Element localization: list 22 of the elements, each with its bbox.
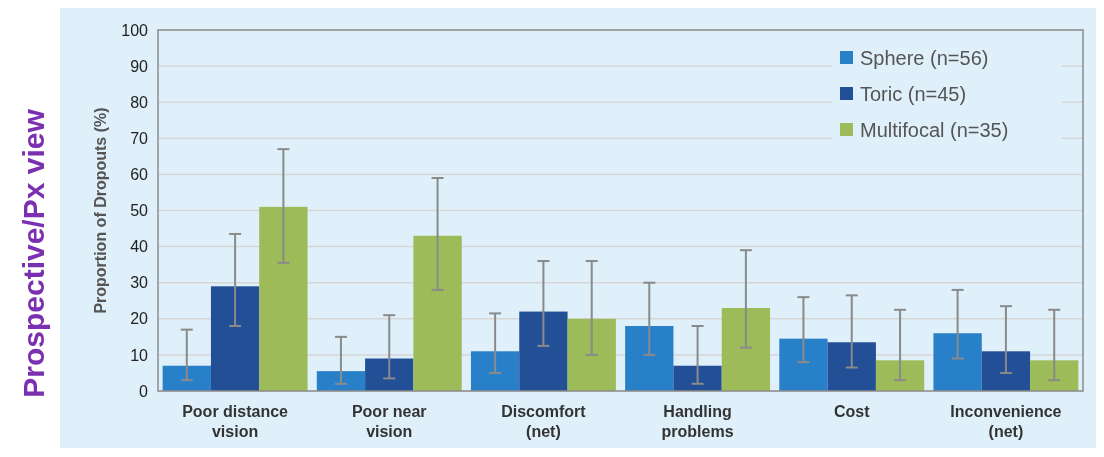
y-axis-title: Proportion of Dropouts (%) <box>92 107 109 314</box>
legend-label: Sphere (n=56) <box>860 47 989 69</box>
y-tick-label: 90 <box>130 57 149 75</box>
y-tick-label: 70 <box>130 129 149 147</box>
x-tick-label: Handling problems <box>661 403 734 440</box>
x-tick-label: Discomfort (net) <box>501 403 587 440</box>
y-tick-label: 20 <box>130 310 149 328</box>
x-tick-label: Cost <box>833 403 871 420</box>
y-tick-label: 80 <box>130 93 149 111</box>
legend-label: Multifocal (n=35) <box>860 119 1009 141</box>
y-tick-label: 10 <box>130 346 149 364</box>
x-tick-label: Inconvenience (net) <box>950 403 1062 440</box>
legend-label: Toric (n=45) <box>860 83 967 105</box>
y-tick-label: 60 <box>130 166 149 183</box>
y-tick-label: 0 <box>139 382 149 400</box>
x-tick-label: Poor distance vision <box>182 403 289 440</box>
y-tick-label: 100 <box>121 21 149 39</box>
text: Prospective/Px view <box>17 108 50 398</box>
y-tick-label: 50 <box>130 202 149 220</box>
y-tick-label: 30 <box>130 274 149 292</box>
x-tick-label: Poor near vision <box>351 403 427 440</box>
y-tick-label: 40 <box>130 238 149 256</box>
